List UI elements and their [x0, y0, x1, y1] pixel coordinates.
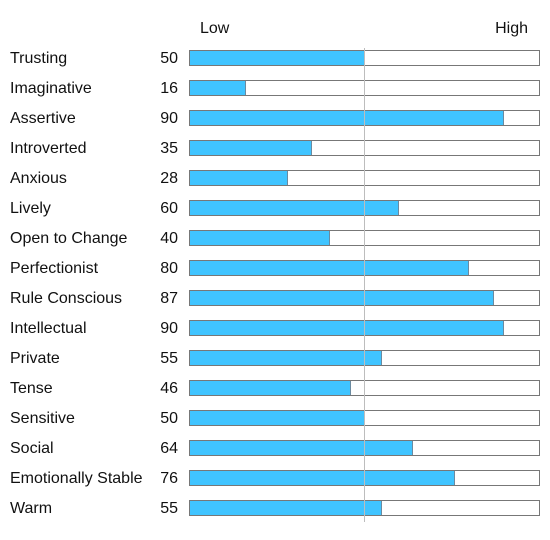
- bar-track: [189, 470, 540, 486]
- bar-row: Sensitive 50: [0, 403, 550, 433]
- trait-label: Imaginative: [10, 80, 92, 97]
- bar-track: [189, 380, 540, 396]
- bar-row: Trusting 50: [0, 43, 550, 73]
- trait-label: Lively: [10, 200, 51, 217]
- scale-low-label: Low: [200, 20, 230, 37]
- bar-row: Tense 46: [0, 373, 550, 403]
- trait-label: Emotionally Stable: [10, 470, 143, 487]
- bar-track: [189, 50, 540, 66]
- bar-row: Introverted 35: [0, 133, 550, 163]
- bar-fill: [190, 81, 246, 95]
- trait-label: Rule Conscious: [10, 290, 123, 307]
- score-value: 76: [160, 470, 178, 487]
- bar-fill: [190, 441, 413, 455]
- bar-track: [189, 500, 540, 516]
- bar-track: [189, 290, 540, 306]
- trait-label: Private: [10, 350, 60, 367]
- score-value: 90: [160, 320, 178, 337]
- bar-fill: [190, 201, 399, 215]
- bar-fill: [190, 111, 504, 125]
- bar-fill: [190, 381, 351, 395]
- bar-fill: [190, 291, 494, 305]
- trait-label: Intellectual: [10, 320, 87, 337]
- score-value: 46: [160, 380, 178, 397]
- bar-row: Emotionally Stable 76: [0, 463, 550, 493]
- bar-track: [189, 200, 540, 216]
- bar-track: [189, 260, 540, 276]
- bar-track: [189, 230, 540, 246]
- bar-track: [189, 140, 540, 156]
- score-value: 90: [160, 110, 178, 127]
- score-value: 64: [160, 440, 178, 457]
- score-value: 28: [160, 170, 178, 187]
- trait-label: Social: [10, 440, 54, 457]
- score-value: 16: [160, 80, 178, 97]
- bar-fill: [190, 171, 288, 185]
- bar-fill: [190, 231, 330, 245]
- bar-track: [189, 440, 540, 456]
- bar-row: Private 55: [0, 343, 550, 373]
- score-value: 55: [160, 350, 178, 367]
- bar-fill: [190, 261, 469, 275]
- bar-row: Imaginative 16: [0, 73, 550, 103]
- bar-track: [189, 410, 540, 426]
- trait-label: Tense: [10, 380, 53, 397]
- trait-label: Trusting: [10, 50, 68, 67]
- bar-track: [189, 320, 540, 336]
- bar-row: Assertive 90: [0, 103, 550, 133]
- trait-label: Sensitive: [10, 410, 75, 427]
- score-value: 50: [160, 50, 178, 67]
- score-value: 35: [160, 140, 178, 157]
- bar-fill: [190, 471, 455, 485]
- score-value: 87: [160, 290, 178, 307]
- bar-track: [189, 350, 540, 366]
- score-value: 60: [160, 200, 178, 217]
- bar-track: [189, 80, 540, 96]
- bar-row: Intellectual 90: [0, 313, 550, 343]
- bar-fill: [190, 141, 312, 155]
- trait-label: Anxious: [10, 170, 67, 187]
- score-value: 50: [160, 410, 178, 427]
- trait-label: Open to Change: [10, 230, 128, 247]
- bar-row: Social 64: [0, 433, 550, 463]
- score-value: 55: [160, 500, 178, 517]
- bar-fill: [190, 51, 365, 65]
- bar-track: [189, 170, 540, 186]
- bar-row: Rule Conscious 87: [0, 283, 550, 313]
- bar-fill: [190, 351, 382, 365]
- bar-fill: [190, 411, 365, 425]
- bar-fill: [190, 321, 504, 335]
- bar-fill: [190, 501, 382, 515]
- bar-row: Perfectionist 80: [0, 253, 550, 283]
- bar-track: [189, 110, 540, 126]
- bar-row: Lively 60: [0, 193, 550, 223]
- scale-high-label: High: [495, 20, 528, 37]
- bar-row: Anxious 28: [0, 163, 550, 193]
- score-value: 80: [160, 260, 178, 277]
- trait-label: Perfectionist: [10, 260, 99, 277]
- bar-row: Warm 55: [0, 493, 550, 523]
- bar-row: Open to Change 40: [0, 223, 550, 253]
- trait-label: Introverted: [10, 140, 87, 157]
- score-value: 40: [160, 230, 178, 247]
- trait-label: Warm: [10, 500, 53, 517]
- trait-label: Assertive: [10, 110, 76, 127]
